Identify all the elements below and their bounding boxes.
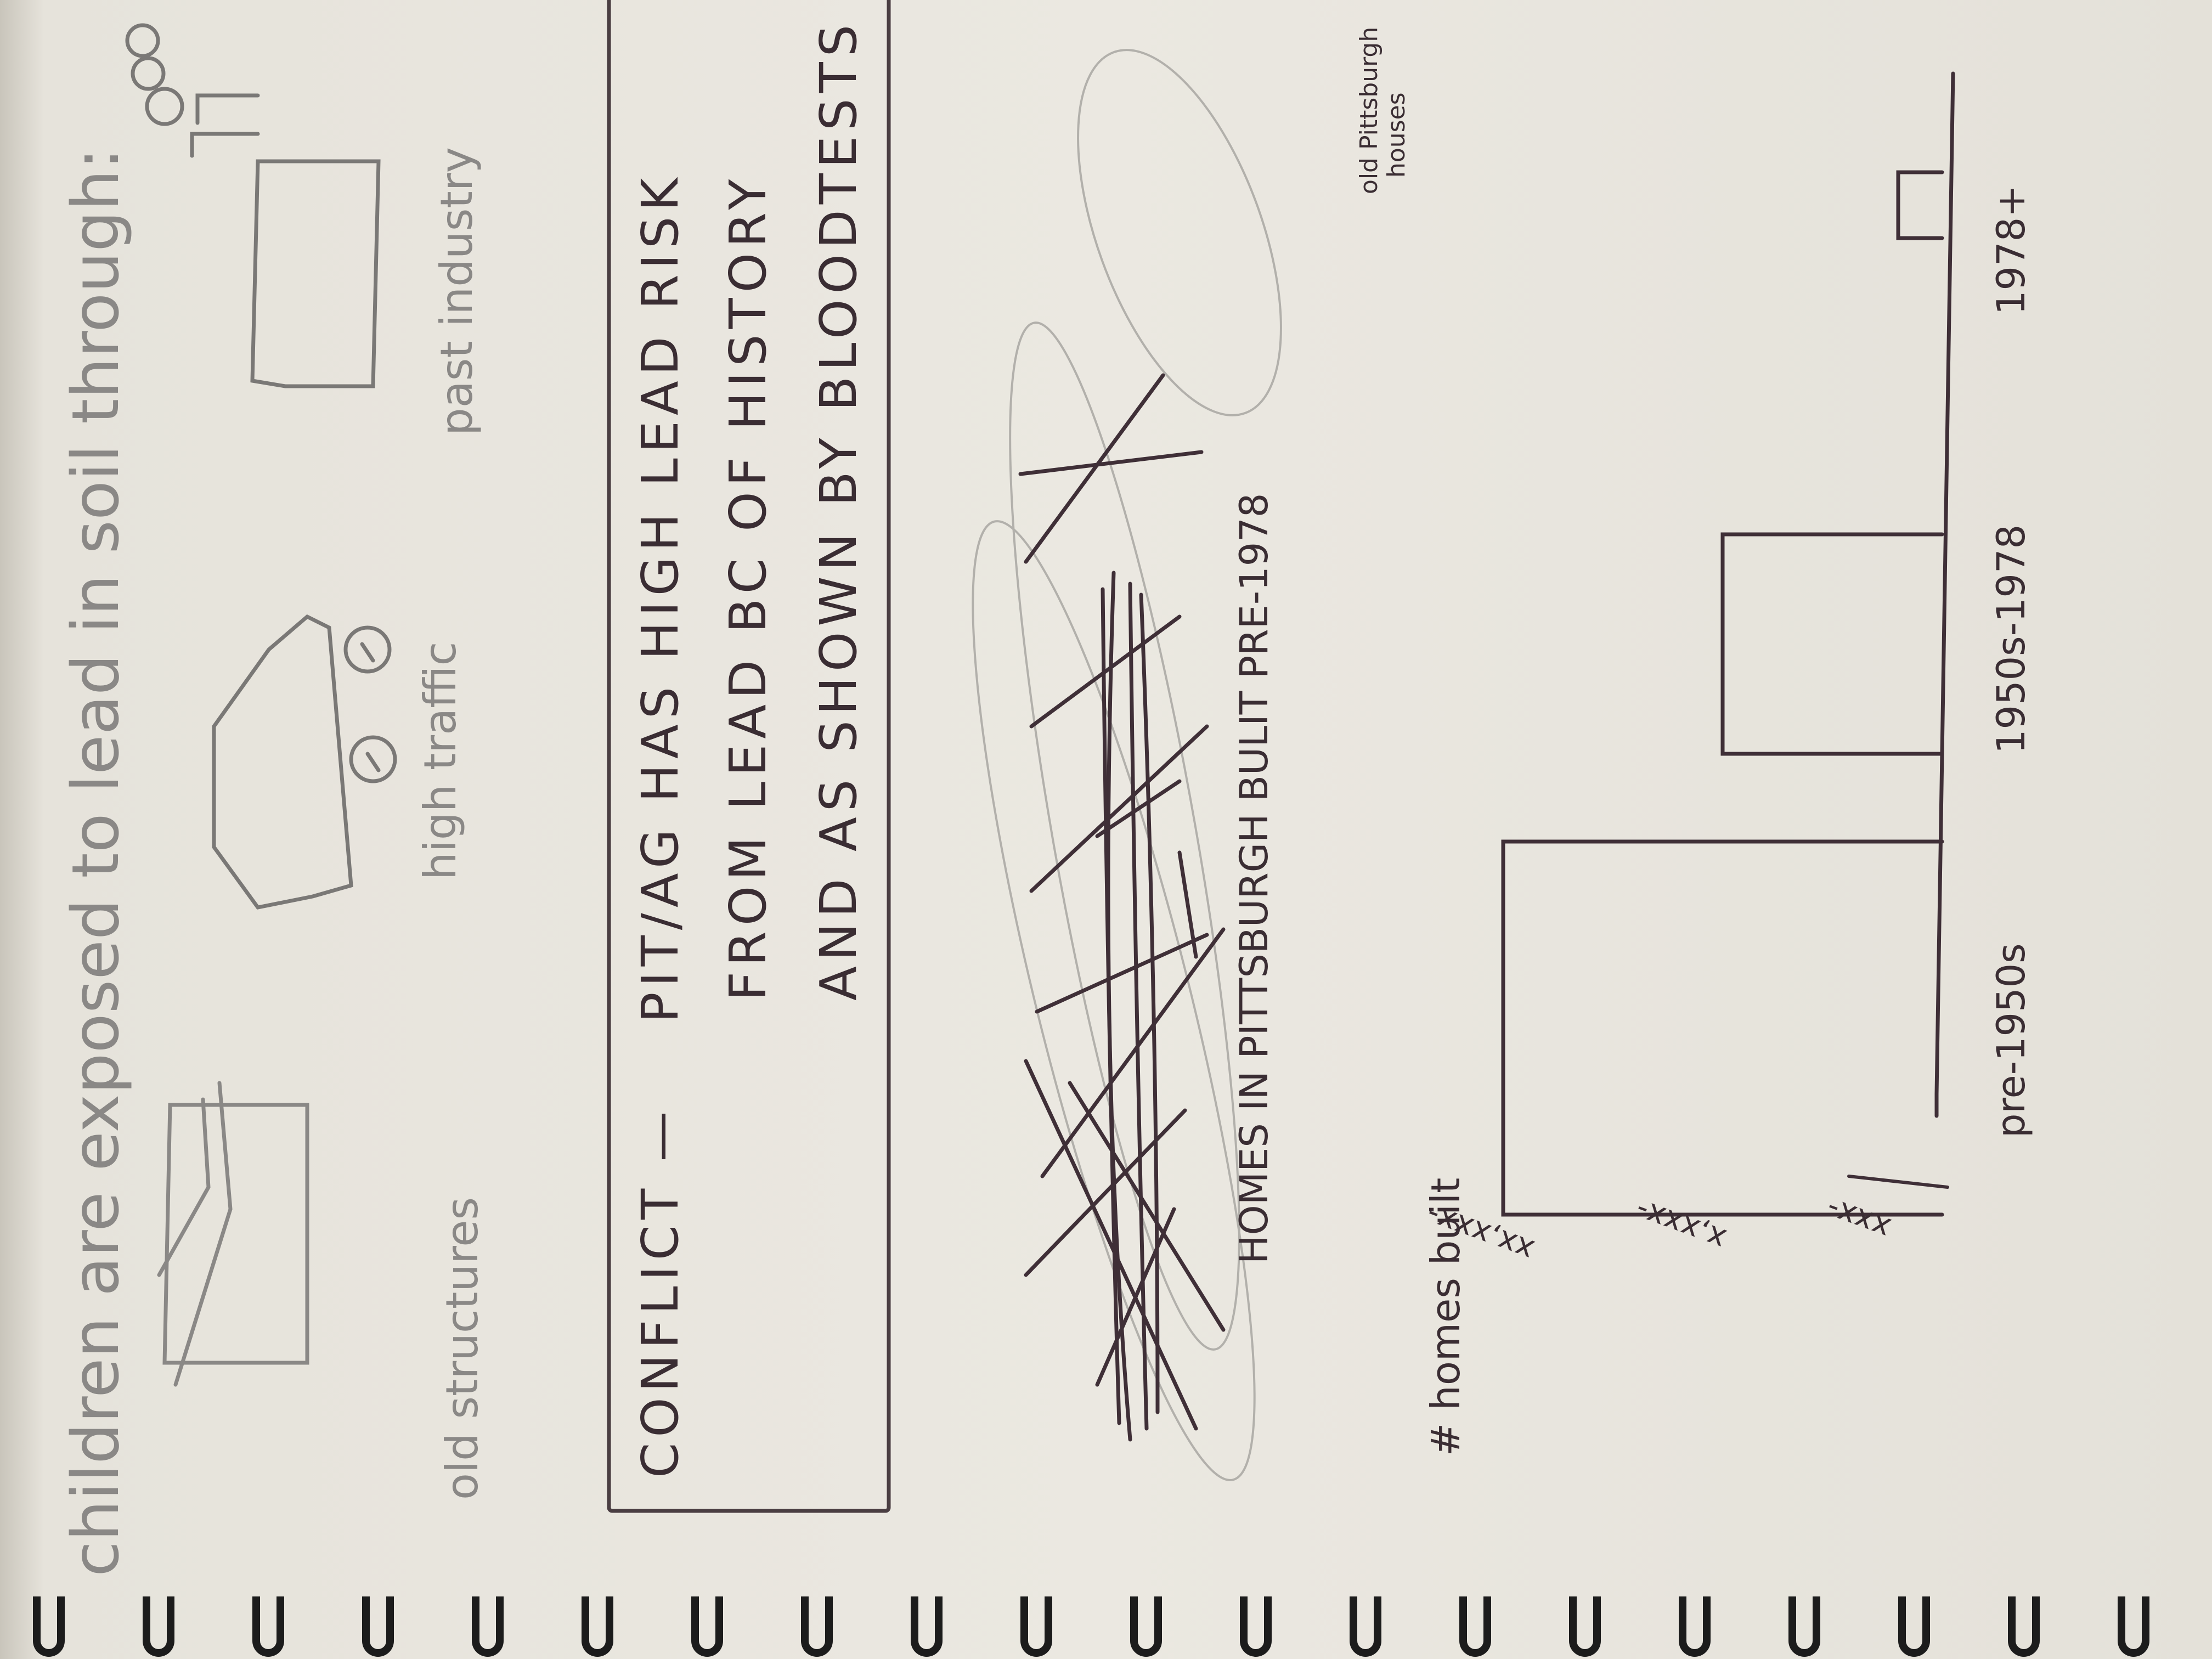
car-icon	[212, 614, 397, 910]
conflict-line-1: PIT/AG HAS HIGH LEAD RISK	[631, 172, 690, 1023]
binding-ring	[691, 1596, 723, 1657]
house-icon	[157, 1081, 309, 1387]
binding-ring	[1350, 1596, 1381, 1657]
y-tick-label-2: xxx-	[1821, 1190, 1895, 1246]
y-tick-label-1: x,xxx-	[1630, 1192, 1731, 1257]
homes-bar-chart: pre-1950s 1950s-1978 1978+ xx,xxx-x,xxx-xx…	[1421, 71, 2034, 1456]
side-note-line-1: old Pittsburgh	[1355, 27, 1383, 194]
binding-ring	[362, 1596, 394, 1657]
binding-ring	[1898, 1596, 1930, 1657]
homes-caption: HOMES IN PITTSBURGH BULIT PRE-1978	[1232, 493, 1277, 1264]
source-label-high-traffic: high traffic	[415, 642, 466, 880]
chart-ylabel: # homes built	[1423, 1178, 1469, 1456]
x-tick-label-1: 1950s-1978	[1989, 524, 2034, 754]
binding-ring	[911, 1596, 943, 1657]
binding-ring	[2118, 1596, 2149, 1657]
y-tick-labels-group: xx,xxx-x,xxx-xxx-	[1421, 1190, 1895, 1268]
pencil-loops	[972, 49, 1282, 1481]
binding-ring	[1240, 1596, 1272, 1657]
scribble	[1018, 373, 1226, 1442]
x-axis-line	[1934, 71, 1955, 1118]
binding-ring	[1679, 1596, 1711, 1657]
binding-ring	[1459, 1596, 1491, 1657]
binding-ring	[1569, 1596, 1601, 1657]
conflict-line-2: FROM LEAD BC OF HISTORY	[719, 174, 777, 1001]
intro-text: children are exposed to lead in soil thr…	[58, 148, 133, 1577]
bars-group	[1501, 170, 1944, 1217]
x-tick-labels-group: pre-1950s 1950s-1978 1978+	[1989, 185, 2034, 1138]
bar-2	[1896, 170, 1944, 240]
binding-ring	[143, 1596, 174, 1657]
factory-icon	[125, 23, 381, 388]
source-label-past-industry: past industry	[431, 147, 482, 436]
x-tick-label-0: pre-1950s	[1989, 943, 2034, 1138]
bar-0	[1501, 839, 1944, 1217]
binding-ring	[472, 1596, 504, 1657]
conflict-box	[607, 0, 891, 1513]
binding-ring	[801, 1596, 833, 1657]
binding-ring	[1788, 1596, 1820, 1657]
conflict-title: CONFLICT —	[631, 1106, 690, 1478]
source-label-old-structures: old structures	[437, 1197, 488, 1500]
side-note-line-2: houses	[1383, 92, 1410, 178]
binding-ring	[33, 1596, 65, 1657]
y-axis-line	[1847, 1175, 1949, 1189]
spiral-binding	[0, 1571, 2212, 1659]
binding-ring	[582, 1596, 613, 1657]
conflict-line-3: AND AS SHOWN BY BLOODTESTS	[809, 19, 868, 1001]
binding-ring	[252, 1596, 284, 1657]
bar-1	[1720, 532, 1944, 756]
x-tick-label-2: 1978+	[1989, 185, 2034, 315]
binding-ring	[1130, 1596, 1162, 1657]
binding-ring	[1020, 1596, 1052, 1657]
binding-ring	[2008, 1596, 2040, 1657]
